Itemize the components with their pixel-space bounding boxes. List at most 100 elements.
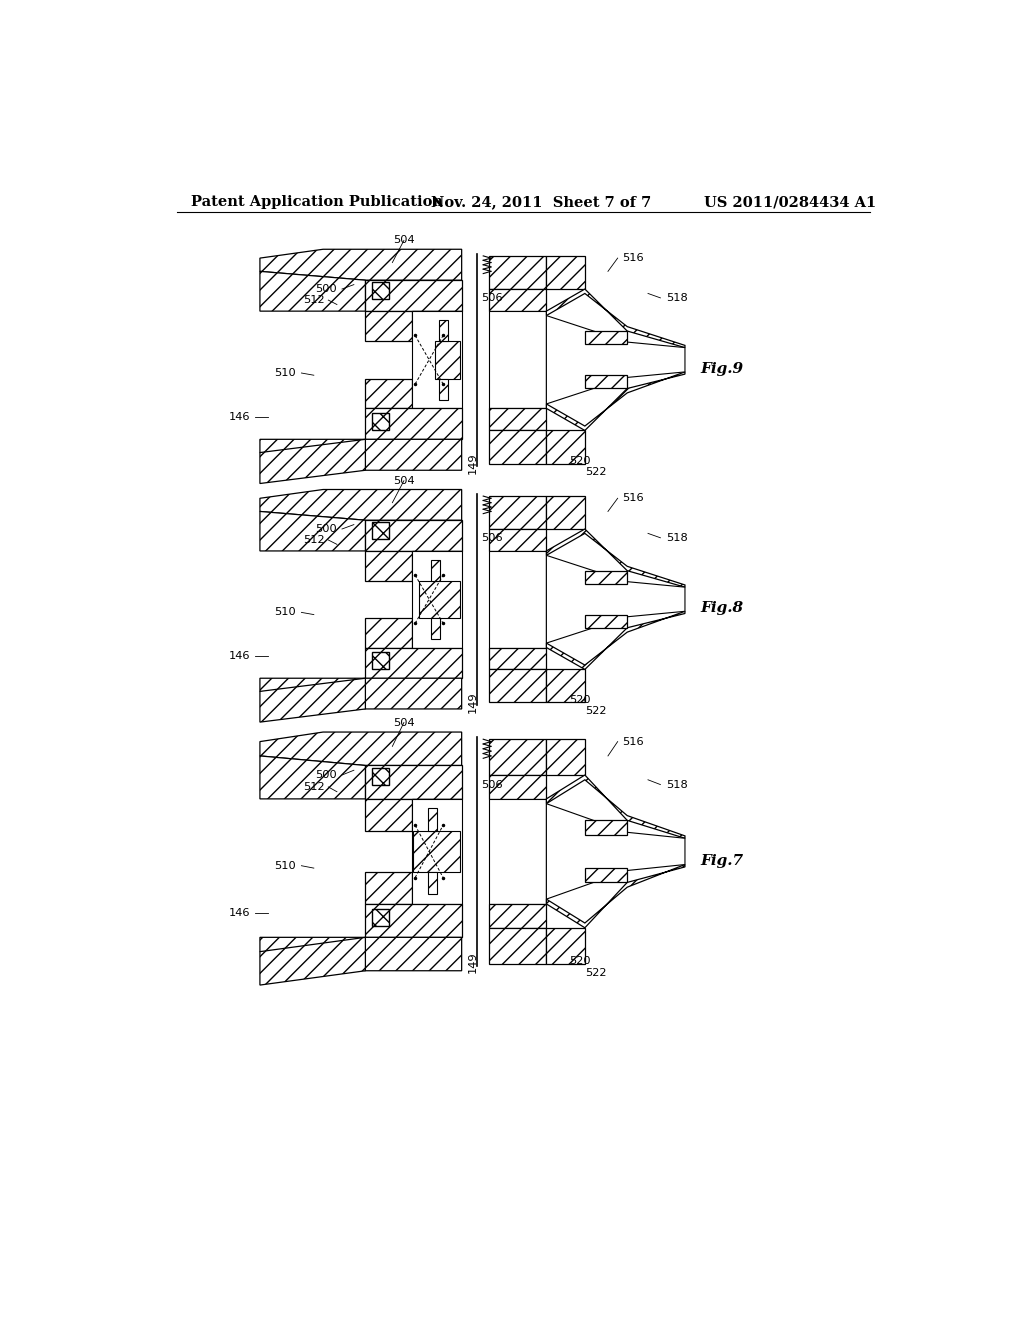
Text: Nov. 24, 2011  Sheet 7 of 7: Nov. 24, 2011 Sheet 7 of 7 [431,195,651,210]
Text: Fig.7: Fig.7 [700,854,743,869]
Polygon shape [547,804,685,899]
Polygon shape [366,799,462,832]
Polygon shape [488,669,547,702]
Polygon shape [488,256,547,289]
Text: Fig.9: Fig.9 [700,362,743,376]
Polygon shape [366,379,462,408]
Polygon shape [260,490,462,520]
Polygon shape [260,511,366,550]
Text: 516: 516 [622,494,643,503]
Text: 512: 512 [303,781,325,792]
Polygon shape [547,529,685,587]
Polygon shape [547,289,685,347]
Polygon shape [260,937,462,970]
Polygon shape [488,739,547,775]
Polygon shape [366,520,462,550]
Polygon shape [431,618,440,639]
Polygon shape [435,341,460,379]
Polygon shape [366,550,462,581]
Polygon shape [366,766,462,799]
Text: 149: 149 [468,952,478,973]
Polygon shape [412,550,462,648]
Text: 512: 512 [303,296,325,305]
Text: 146: 146 [228,908,250,919]
Polygon shape [488,430,547,463]
Polygon shape [260,678,462,709]
Text: 516: 516 [622,253,643,263]
Polygon shape [547,315,685,404]
Text: 500: 500 [315,284,337,294]
Polygon shape [585,570,628,583]
Bar [372,523,388,540]
Polygon shape [366,312,462,341]
Polygon shape [260,937,366,985]
Polygon shape [260,272,366,312]
Text: 518: 518 [666,293,687,302]
Polygon shape [366,904,462,937]
Text: 518: 518 [666,780,687,789]
Polygon shape [419,581,460,618]
Polygon shape [366,648,462,678]
Polygon shape [585,869,628,883]
Bar [372,282,388,300]
Text: 506: 506 [481,533,503,543]
Text: 500: 500 [315,770,337,780]
Text: Fig.8: Fig.8 [700,601,743,615]
Polygon shape [431,560,440,581]
Polygon shape [439,379,449,400]
Text: 504: 504 [393,475,415,486]
Polygon shape [547,775,685,838]
Polygon shape [488,408,547,430]
Polygon shape [488,904,547,928]
Polygon shape [260,440,462,470]
Polygon shape [547,865,685,928]
Text: 149: 149 [468,692,478,713]
Bar [372,768,388,785]
Polygon shape [412,799,462,904]
Text: 510: 510 [274,861,296,871]
Polygon shape [439,319,449,341]
Polygon shape [585,375,628,388]
Bar [372,908,388,925]
Polygon shape [488,928,547,964]
Text: 522: 522 [585,706,606,717]
Text: 504: 504 [393,235,415,246]
Text: 520: 520 [569,457,591,466]
Polygon shape [547,496,585,529]
Text: 518: 518 [666,533,687,543]
Polygon shape [428,871,437,895]
Polygon shape [585,615,628,628]
Text: 510: 510 [274,607,296,618]
Polygon shape [547,611,685,669]
Polygon shape [366,618,462,648]
Text: 146: 146 [228,412,250,422]
Polygon shape [260,733,462,766]
Text: 506: 506 [481,293,503,302]
Polygon shape [547,556,685,643]
Polygon shape [260,249,462,280]
Polygon shape [547,739,585,775]
Polygon shape [547,372,685,430]
Polygon shape [547,669,585,702]
Polygon shape [585,820,628,834]
Text: 149: 149 [468,453,478,474]
Bar [372,413,388,430]
Text: 520: 520 [569,696,591,705]
Polygon shape [412,312,462,408]
Polygon shape [260,440,366,483]
Polygon shape [488,496,547,529]
Polygon shape [366,871,462,904]
Text: 522: 522 [585,968,606,978]
Polygon shape [488,799,547,904]
Text: 510: 510 [274,368,296,378]
Polygon shape [488,550,547,648]
Text: US 2011/0284434 A1: US 2011/0284434 A1 [705,195,877,210]
Text: 504: 504 [393,718,415,727]
Polygon shape [547,256,585,289]
Polygon shape [488,648,547,669]
Polygon shape [366,408,462,440]
Polygon shape [488,312,547,408]
Text: 520: 520 [569,956,591,966]
Polygon shape [260,678,366,722]
Text: 500: 500 [315,524,337,535]
